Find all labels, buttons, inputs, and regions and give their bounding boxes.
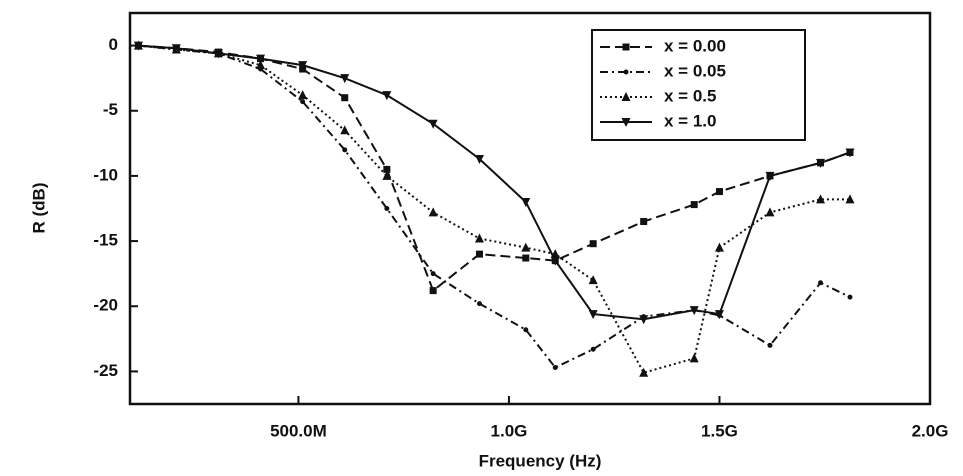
x-axis-label: Frequency (Hz) <box>479 451 602 470</box>
marker <box>590 346 596 352</box>
x-tick-label: 1.5G <box>701 421 738 440</box>
y-axis-label: R (dB) <box>29 183 48 234</box>
marker <box>816 158 826 168</box>
marker <box>474 154 484 164</box>
marker <box>765 171 775 181</box>
marker <box>714 242 724 252</box>
y-tick-label: -10 <box>93 165 118 184</box>
marker <box>428 119 438 129</box>
series-line <box>138 44 851 369</box>
marker <box>767 342 773 348</box>
marker <box>340 125 350 135</box>
marker <box>765 207 775 217</box>
plot-frame <box>128 11 932 406</box>
marker <box>383 165 391 173</box>
marker <box>213 49 223 59</box>
marker <box>818 280 824 286</box>
marker <box>845 194 855 204</box>
marker <box>550 256 560 266</box>
marker <box>621 118 631 127</box>
marker <box>341 94 349 102</box>
legend-label: x = 0.5 <box>664 86 716 105</box>
y-tick-label: -5 <box>103 100 118 119</box>
marker <box>523 327 529 333</box>
marker <box>298 61 308 71</box>
y-tick-label: 0 <box>109 35 118 54</box>
marker <box>428 207 438 217</box>
y-tick-label: -15 <box>93 231 118 250</box>
x-tick-label: 1.0G <box>491 421 528 440</box>
marker <box>640 218 648 226</box>
marker <box>714 310 724 320</box>
legend-label: x = 1.0 <box>664 111 716 130</box>
marker <box>340 74 350 84</box>
marker <box>639 315 649 325</box>
marker <box>171 44 181 54</box>
marker <box>256 60 266 70</box>
marker <box>715 188 723 196</box>
marker <box>430 271 436 277</box>
marker <box>816 194 826 204</box>
marker <box>476 301 482 307</box>
marker <box>588 310 598 320</box>
marker <box>552 365 558 371</box>
x-tick-label: 500.0M <box>270 421 327 440</box>
marker <box>521 197 531 207</box>
marker <box>521 242 531 252</box>
marker <box>342 147 348 153</box>
marker <box>847 294 853 300</box>
y-tick-label: -25 <box>93 361 118 380</box>
marker <box>623 69 629 75</box>
marker <box>689 306 699 316</box>
marker <box>622 43 630 51</box>
marker <box>382 91 392 101</box>
marker <box>298 90 308 100</box>
marker <box>300 99 306 105</box>
series-line <box>138 44 851 321</box>
x-tick-label: 2.0G <box>912 421 949 440</box>
marker <box>588 275 598 285</box>
marker <box>475 250 483 258</box>
marker <box>133 41 143 51</box>
marker <box>382 170 392 180</box>
marker <box>639 367 649 377</box>
marker <box>522 254 530 262</box>
marker <box>690 201 698 209</box>
marker <box>845 148 855 158</box>
marker <box>474 233 484 243</box>
series-line <box>138 44 851 293</box>
y-tick-label: -20 <box>93 296 118 315</box>
marker <box>589 240 597 248</box>
series-line <box>138 44 850 374</box>
marker <box>621 92 631 101</box>
marker <box>689 353 699 363</box>
marker <box>384 206 390 211</box>
marker <box>429 287 437 295</box>
marker <box>256 54 266 64</box>
legend-label: x = 0.00 <box>664 36 726 55</box>
legend-label: x = 0.05 <box>664 61 726 80</box>
